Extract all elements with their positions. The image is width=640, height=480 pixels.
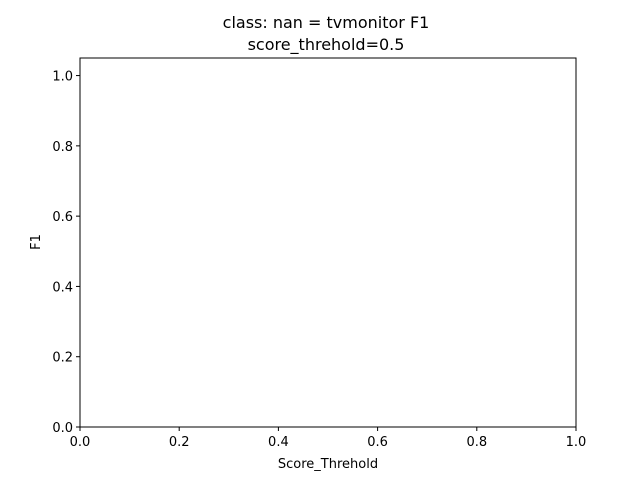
- x-axis-ticks: 0.0 0.2 0.4 0.6 0.8 1.0: [70, 427, 587, 450]
- x-tick-label: 0.8: [466, 435, 487, 450]
- y-tick-label: 0.6: [52, 210, 73, 225]
- x-axis-label: Score_Threhold: [278, 457, 378, 472]
- y-tick-label: 0.8: [52, 140, 73, 155]
- y-tick-label: 1.0: [52, 70, 73, 85]
- x-tick-label: 0.4: [268, 435, 289, 450]
- y-tick-label: 0.2: [52, 351, 73, 366]
- x-tick-label: 0.6: [367, 435, 388, 450]
- chart-title-line-1: class: nan = tvmonitor F1: [223, 13, 430, 32]
- y-tick-label: 0.4: [52, 280, 73, 295]
- x-tick-label: 1.0: [566, 435, 587, 450]
- chart-title-line-2: score_threhold=0.5: [248, 35, 405, 55]
- plot-area-frame: [79, 57, 577, 428]
- x-tick-label: 0.2: [169, 435, 190, 450]
- x-tick-label: 0.0: [70, 435, 91, 450]
- y-axis-label: F1: [29, 234, 44, 250]
- y-tick-label: 0.0: [52, 421, 73, 436]
- y-axis-ticks: 0.0 0.2 0.4 0.6 0.8 1.0: [52, 70, 80, 436]
